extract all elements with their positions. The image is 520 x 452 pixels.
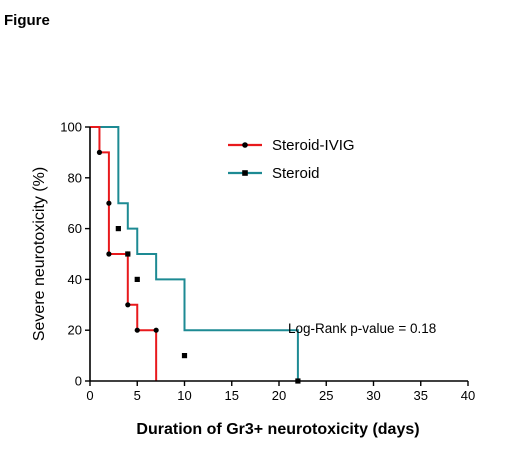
x-tick-label: 40 [461,388,475,403]
x-tick-label: 20 [272,388,286,403]
x-tick-label: 35 [414,388,428,403]
data-point [134,276,140,282]
legend-label: Steroid [272,165,320,182]
legend: Steroid-IVIG Steroid [228,137,355,182]
y-tick-label: 0 [75,374,82,389]
series-line-steroid [90,126,299,381]
legend-marker [242,170,248,176]
y-tick-label: 80 [68,170,82,185]
data-point [125,302,131,308]
series-line-steroid-ivig [90,126,158,381]
legend-marker [242,142,248,148]
annotation: Log-Rank p-value = 0.18 [288,321,436,336]
x-tick-label: 30 [366,388,380,403]
axes: 0 5 10 15 20 25 30 35 40 0 20 40 60 80 100 [60,120,475,404]
y-tick-label: 60 [68,221,82,236]
y-tick-label: 40 [68,272,82,287]
x-tick-label: 0 [86,388,93,403]
data-point [96,149,103,155]
data-point [106,200,112,206]
data-point [153,327,159,333]
y-axis-title: Severe neurotoxicity (%) [31,167,48,341]
y-tick-label: 20 [68,323,82,338]
plot-area [90,126,301,384]
data-point [181,353,188,359]
x-axis-title: Duration of Gr3+ neurotoxicity (days) [136,421,419,438]
data-point [134,327,140,333]
y-tick-label: 100 [60,120,82,135]
x-tick-label: 15 [225,388,239,403]
figure-label: Figure [4,12,50,29]
x-tick-label: 5 [134,388,141,403]
data-point [115,226,121,232]
data-point [125,251,131,257]
x-tick-label: 25 [319,388,333,403]
x-tick-label: 10 [177,388,191,403]
data-point [106,251,112,257]
legend-label: Steroid-IVIG [272,137,355,154]
